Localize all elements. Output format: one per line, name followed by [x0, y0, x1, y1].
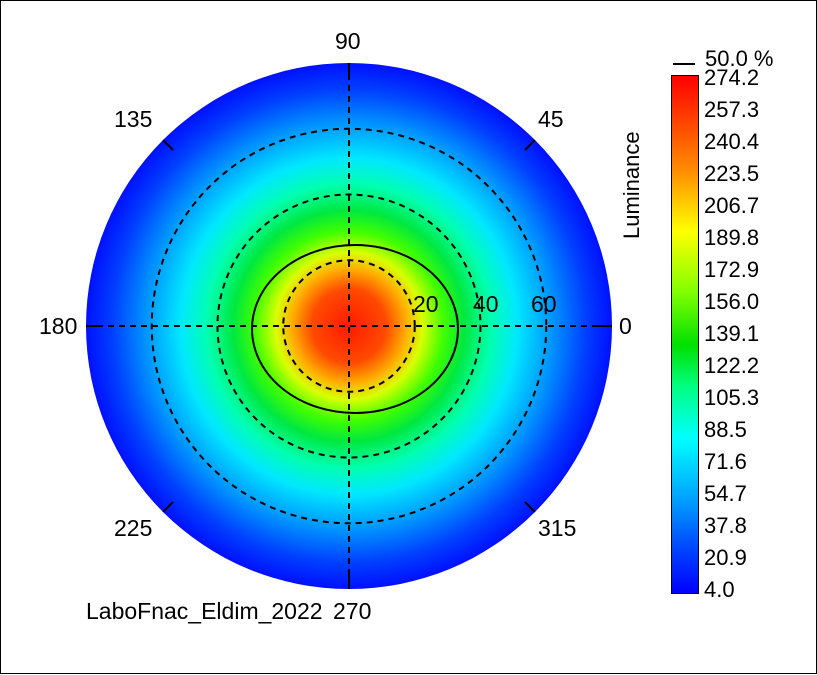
angle-tick-45: [524, 139, 536, 151]
colorbar-tick-label: 4.0: [704, 577, 735, 602]
colorbar-tick-label: 122.2: [704, 353, 760, 378]
luminance-field: [86, 63, 612, 589]
radial-grid-circle-60: [150, 127, 548, 525]
colorbar-tick-label: 156.0: [704, 289, 760, 314]
angle-tickmarks: [86, 63, 612, 589]
colorbar-tick-label: 88.5: [704, 417, 747, 442]
angle-tick-225: [162, 501, 174, 513]
colorbar-tick-label: 105.3: [704, 385, 760, 410]
colorbar-tick-label: 20.9: [704, 545, 747, 570]
radial-grid-circle-20: [282, 259, 416, 393]
colorbar-tick-label: 206.7: [704, 193, 760, 218]
angle-label-135: 135: [114, 106, 153, 132]
radial-label-20: 20: [413, 291, 439, 317]
colorbar-tick-label: 257.3: [704, 97, 760, 122]
contour-50-percent: [251, 244, 459, 414]
angle-label-315: 315: [538, 515, 577, 541]
colorbar-tick-label: 274.2: [704, 65, 760, 90]
angle-label-45: 45: [538, 106, 564, 132]
colorbar-tick-label: 172.9: [704, 257, 760, 282]
colorbar-tick-label: 189.8: [704, 225, 760, 250]
angle-label-180: 180: [39, 313, 78, 339]
chart-caption: LaboFnac_Eldim_2022: [86, 598, 323, 624]
contour-legend-label: 50.0 %: [705, 46, 774, 71]
radial-grid: [150, 127, 548, 525]
angle-label-0: 0: [619, 313, 632, 339]
angle-tick-135: [162, 139, 174, 151]
radial-label-60: 60: [531, 291, 557, 317]
colorbar-tick-label: 71.6: [704, 449, 747, 474]
angle-tick-315: [524, 501, 536, 513]
colorbar-tick-label: 240.4: [704, 129, 760, 154]
colorbar-tick-label: 37.8: [704, 513, 747, 538]
colorbar-tick-label: 139.1: [704, 321, 760, 346]
angle-label-270: 270: [333, 598, 372, 624]
angle-label-225: 225: [114, 515, 153, 541]
radial-grid-circle-40: [216, 193, 482, 459]
colorbar-tick-label: 223.5: [704, 161, 760, 186]
radial-label-40: 40: [473, 291, 499, 317]
contour-legend-line: [673, 63, 695, 65]
colorbar-label: Luminance: [619, 131, 644, 239]
colorbar-tick-label: 54.7: [704, 481, 747, 506]
colorbar: [671, 75, 699, 594]
angle-label-90: 90: [335, 28, 361, 54]
